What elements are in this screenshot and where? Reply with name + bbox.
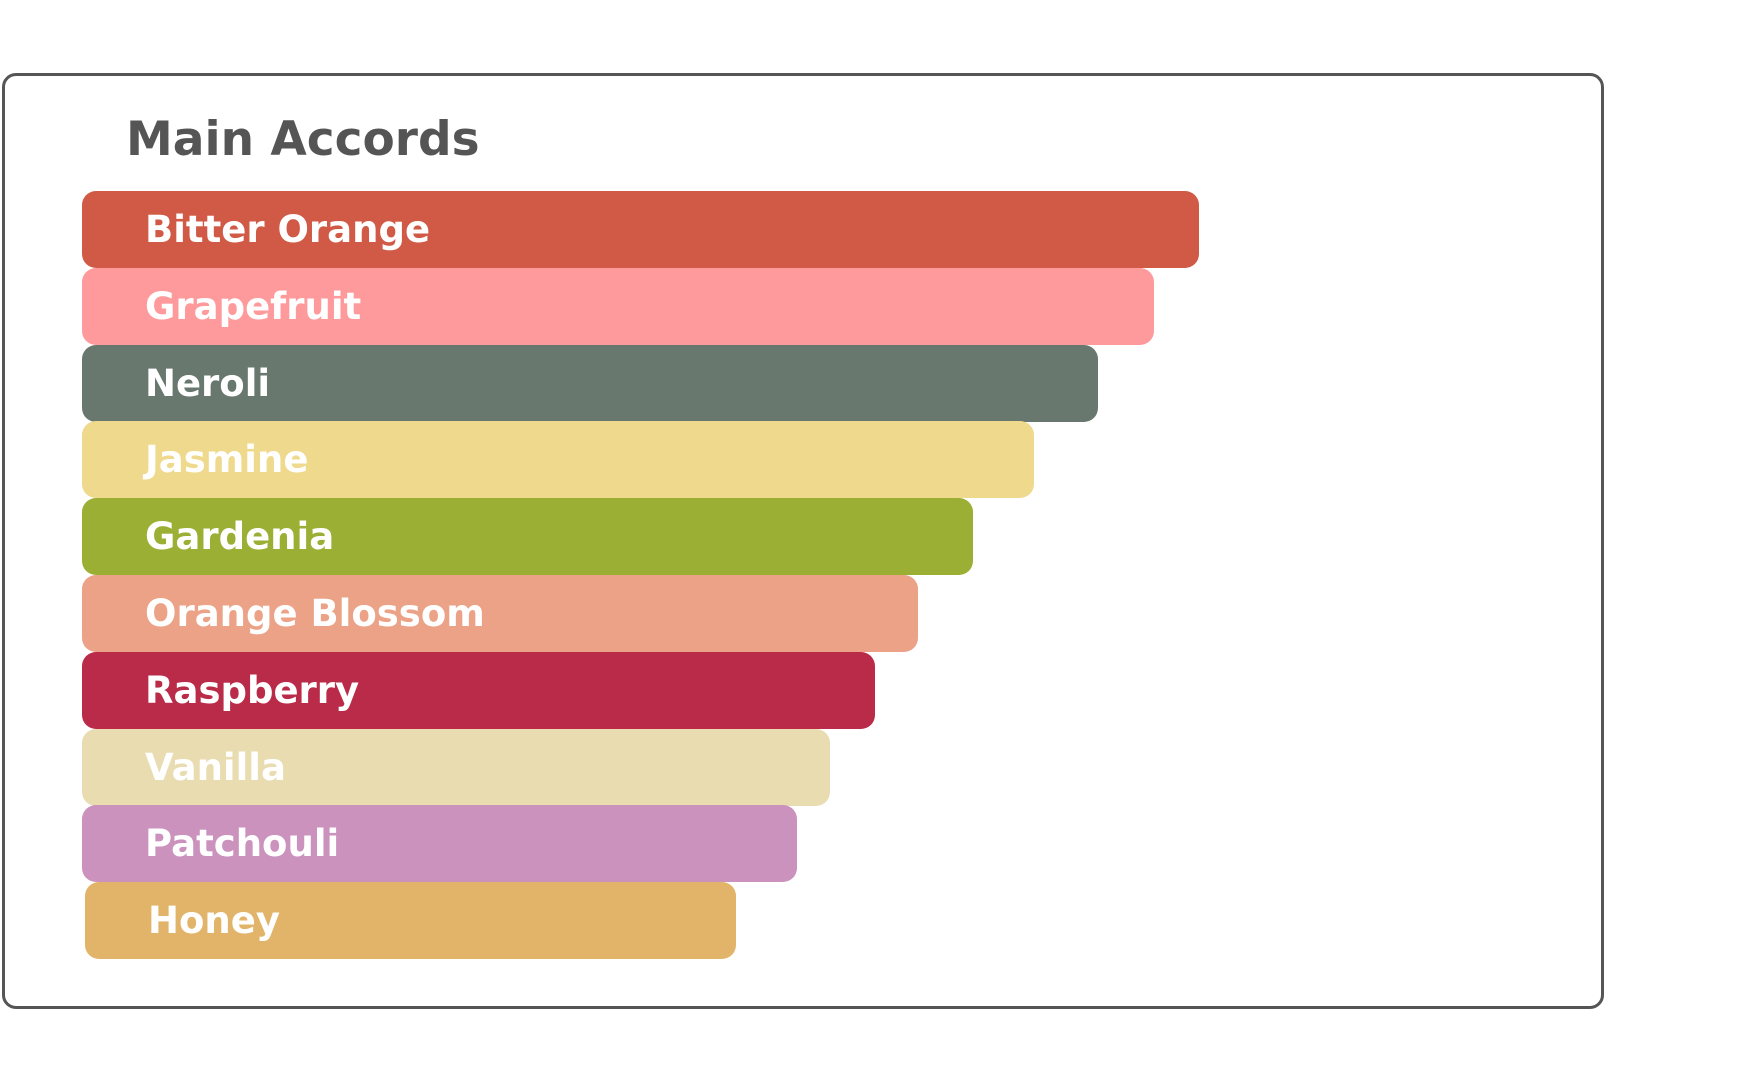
bar-label: Neroli bbox=[145, 361, 271, 405]
chart-title: Main Accords bbox=[126, 112, 480, 167]
bar-patchouli: Patchouli bbox=[82, 805, 797, 883]
bar-honey: Honey bbox=[85, 882, 737, 960]
bar-bitter-orange: Bitter Orange bbox=[82, 191, 1199, 268]
bar-grapefruit: Grapefruit bbox=[82, 267, 1155, 345]
bar-label: Grapefruit bbox=[145, 284, 362, 328]
bar-label: Bitter Orange bbox=[145, 208, 431, 251]
bar-label: Patchouli bbox=[145, 822, 340, 866]
bar-neroli: Neroli bbox=[82, 344, 1099, 422]
bar-gardenia: Gardenia bbox=[82, 498, 974, 576]
bar-label: Vanilla bbox=[145, 745, 286, 789]
bar-label: Jasmine bbox=[145, 438, 309, 482]
bar-label: Raspberry bbox=[145, 668, 360, 712]
bar-jasmine: Jasmine bbox=[82, 421, 1034, 499]
bar-label: Honey bbox=[148, 899, 280, 943]
bar-vanilla: Vanilla bbox=[82, 728, 831, 806]
bar-raspberry: Raspberry bbox=[82, 651, 876, 729]
bar-orange-blossom: Orange Blossom bbox=[82, 575, 918, 652]
bar-label: Gardenia bbox=[145, 515, 335, 559]
bar-label: Orange Blossom bbox=[145, 592, 485, 635]
